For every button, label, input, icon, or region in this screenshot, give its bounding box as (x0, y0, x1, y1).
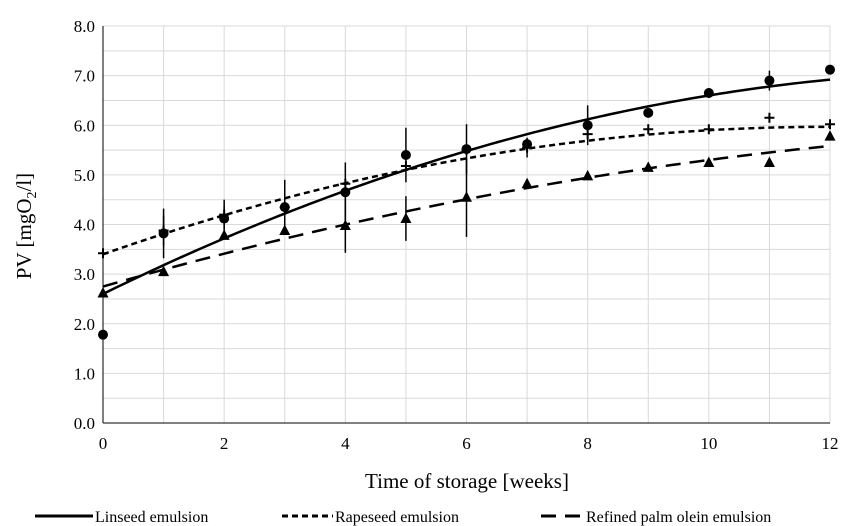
point-refined-palm-olein-emulsion (521, 177, 533, 189)
point-refined-palm-olein-emulsion (400, 212, 412, 224)
point-rapeseed-emulsion (582, 129, 593, 140)
point-linseed-emulsion (643, 107, 654, 118)
y-tick-label: 1.0 (74, 364, 95, 383)
point-rapeseed-emulsion (764, 112, 775, 123)
y-axis-title-subscript: 2 (25, 191, 40, 198)
point-refined-palm-olein-emulsion (582, 169, 594, 181)
y-tick-label: 4.0 (74, 216, 95, 235)
point-rapeseed-emulsion (461, 145, 472, 156)
point-refined-palm-olein-emulsion (642, 161, 654, 172)
point-rapeseed-emulsion (400, 160, 411, 171)
y-tick-label: 8.0 (74, 17, 95, 36)
grid (103, 25, 831, 423)
x-tick-label: 0 (99, 434, 108, 453)
legend-label-linseed: Linseed emulsion (95, 509, 208, 526)
point-rapeseed-emulsion (522, 142, 533, 153)
x-tick-label: 10 (700, 434, 717, 453)
y-axis-title-unit: /l] (12, 173, 36, 192)
point-linseed-emulsion (582, 120, 593, 131)
point-refined-palm-olein-emulsion (339, 219, 351, 230)
legend-label-rapeseed: Rapeseed emulsion (335, 509, 459, 526)
point-linseed-emulsion (764, 75, 775, 86)
point-refined-palm-olein-emulsion (703, 156, 715, 167)
error-bars (162, 65, 831, 259)
point-refined-palm-olein-emulsion (279, 224, 291, 235)
point-rapeseed-emulsion (158, 225, 169, 236)
x-tick-labels: 0 2 4 6 8 10 12 (99, 434, 839, 453)
x-tick-label: 8 (583, 434, 592, 453)
y-tick-label: 0.0 (74, 414, 95, 433)
point-refined-palm-olein-emulsion (824, 130, 836, 141)
point-rapeseed-emulsion (98, 248, 108, 259)
point-rapeseed-emulsion (643, 124, 654, 135)
point-linseed-emulsion (703, 87, 714, 98)
point-linseed-emulsion (98, 329, 108, 340)
x-tick-label: 2 (220, 434, 229, 453)
point-refined-palm-olein-emulsion (763, 156, 775, 167)
point-refined-palm-olein-emulsion (218, 229, 230, 240)
legend: Linseed emulsion Rapeseed emulsion Refin… (35, 509, 771, 526)
y-tick-label: 5.0 (74, 166, 95, 185)
y-tick-label: 2.0 (74, 315, 95, 334)
y-axis-title-main: PV [mgO (12, 198, 36, 279)
point-rapeseed-emulsion (703, 124, 714, 135)
legend-label-palm-olein: Refined palm olein emulsion (586, 509, 771, 526)
point-rapeseed-emulsion (279, 202, 290, 213)
y-tick-label: 7.0 (74, 67, 95, 86)
x-tick-label: 6 (462, 434, 471, 453)
point-refined-palm-olein-emulsion (97, 286, 109, 298)
point-linseed-emulsion (825, 64, 835, 75)
point-rapeseed-emulsion (219, 209, 230, 220)
y-tick-labels: 0.0 1.0 2.0 3.0 4.0 5.0 6.0 7.0 8.0 (74, 17, 95, 433)
point-rapeseed-emulsion (340, 178, 351, 189)
point-refined-palm-olein-emulsion (461, 191, 472, 202)
point-linseed-emulsion (400, 150, 411, 161)
point-rapeseed-emulsion (825, 119, 835, 130)
data-points (97, 64, 836, 340)
x-tick-label: 12 (822, 434, 839, 453)
y-tick-label: 3.0 (74, 265, 95, 284)
x-tick-label: 4 (341, 434, 350, 453)
point-refined-palm-olein-emulsion (158, 265, 170, 277)
x-axis-title: Time of storage [weeks] (365, 469, 569, 493)
y-axis-title: PV [mgO2/l] (12, 173, 40, 279)
axes (102, 26, 830, 424)
y-tick-label: 6.0 (74, 116, 95, 135)
point-linseed-emulsion (340, 187, 351, 198)
